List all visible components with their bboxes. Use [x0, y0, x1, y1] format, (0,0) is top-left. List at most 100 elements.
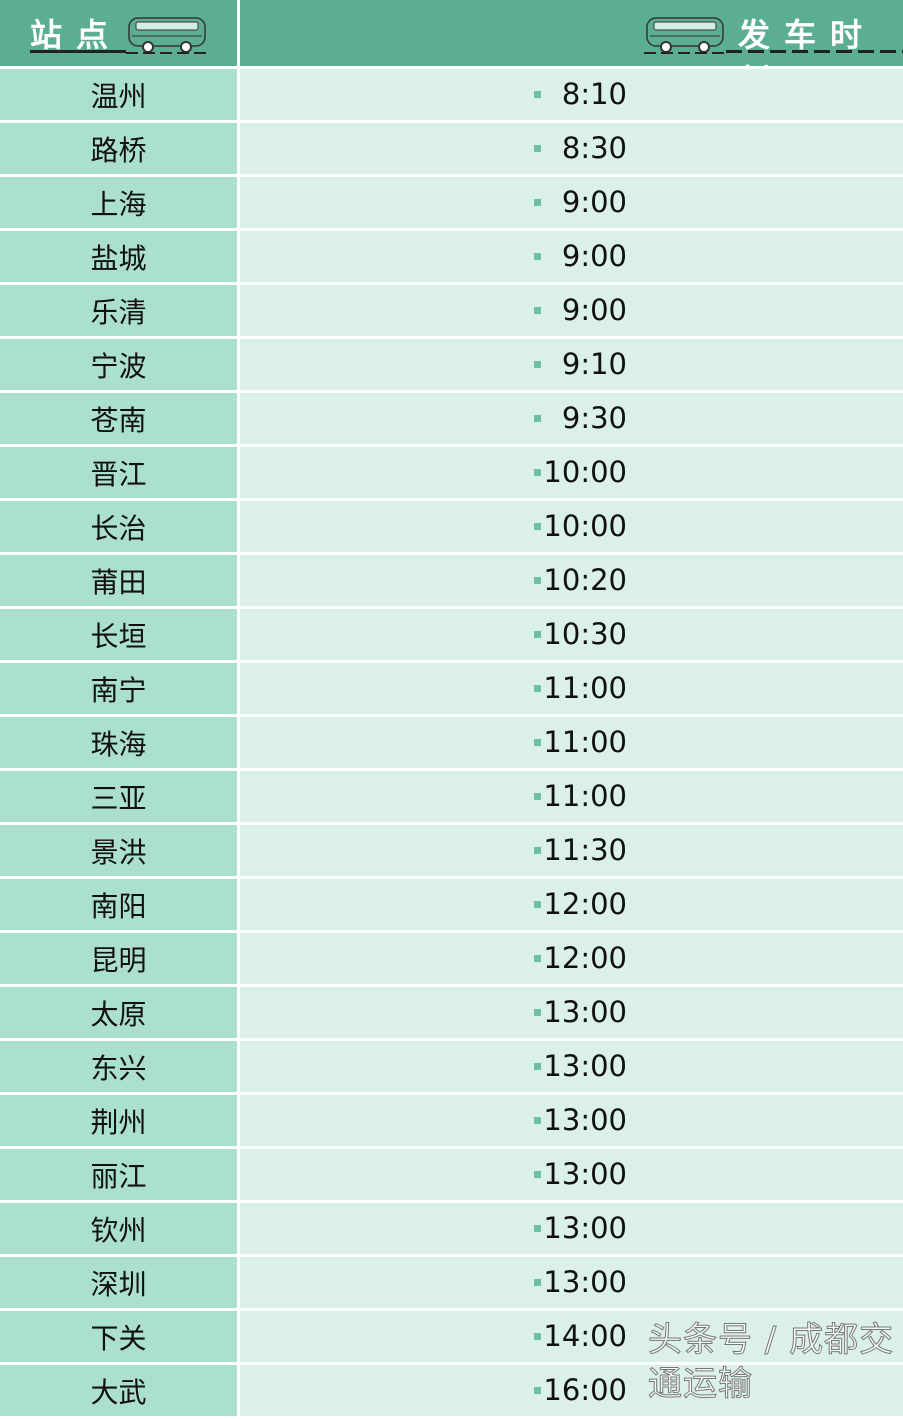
time-cell: 13:00	[240, 1257, 903, 1308]
departure-time: 11:00	[543, 725, 627, 759]
underline-decoration	[726, 50, 903, 53]
station-heading: 站点	[30, 16, 123, 54]
time-cell: 11:00	[240, 771, 903, 822]
station-cell: 路桥	[0, 123, 237, 174]
bullet-icon	[534, 1171, 541, 1178]
table-row: 长垣 10:30	[0, 609, 903, 660]
time-cell: 13:00	[240, 1041, 903, 1092]
station-cell: 深圳	[0, 1257, 237, 1308]
table-row: 宁波 9:10	[0, 339, 903, 390]
bullet-icon	[534, 1279, 541, 1286]
departure-time: 9:00	[561, 239, 627, 273]
departure-time: 13:00	[543, 1049, 627, 1083]
departure-time: 13:00	[543, 1157, 627, 1191]
bullet-icon	[534, 469, 541, 476]
bullet-icon	[534, 415, 541, 422]
bullet-icon	[534, 1225, 541, 1232]
bullet-icon	[534, 685, 541, 692]
departure-time: 9:30	[561, 401, 627, 435]
table-row: 珠海 11:00	[0, 717, 903, 768]
station-cell: 宁波	[0, 339, 237, 390]
bullet-icon	[534, 1063, 541, 1070]
time-cell: 8:30	[240, 123, 903, 174]
time-cell: 9:10	[240, 339, 903, 390]
time-cell: 11:00	[240, 663, 903, 714]
table-row: 上海 9:00	[0, 177, 903, 228]
bullet-icon	[534, 1117, 541, 1124]
time-cell: 10:00	[240, 501, 903, 552]
station-cell: 南阳	[0, 879, 237, 930]
station-cell: 南宁	[0, 663, 237, 714]
time-cell: 16:00	[240, 1365, 903, 1416]
table-row: 三亚 11:00	[0, 771, 903, 822]
table-row: 荆州 13:00	[0, 1095, 903, 1146]
time-cell: 13:00	[240, 1095, 903, 1146]
station-cell: 下关	[0, 1311, 237, 1362]
bullet-icon	[534, 253, 541, 260]
table-row: 南阳 12:00	[0, 879, 903, 930]
departure-time: 9:00	[561, 293, 627, 327]
bullet-icon	[534, 901, 541, 908]
table-row: 盐城 9:00	[0, 231, 903, 282]
time-cell: 10:00	[240, 447, 903, 498]
departure-time: 12:00	[543, 887, 627, 921]
departure-time: 9:00	[561, 185, 627, 219]
schedule-table: 温州 8:10 路桥 8:30 上海 9:00 盐城 9:00 乐清 9:00 宁波 9:10 苍南 9:…	[0, 69, 903, 1419]
departure-time: 14:00	[543, 1319, 627, 1353]
bullet-icon	[534, 1333, 541, 1340]
time-cell: 9:00	[240, 285, 903, 336]
table-row: 昆明 12:00	[0, 933, 903, 984]
time-cell: 12:00	[240, 933, 903, 984]
station-cell: 丽江	[0, 1149, 237, 1200]
departure-time: 8:30	[561, 131, 627, 165]
time-cell: 9:30	[240, 393, 903, 444]
bullet-icon	[534, 91, 541, 98]
table-row: 乐清 9:00	[0, 285, 903, 336]
station-cell: 珠海	[0, 717, 237, 768]
station-cell: 大武	[0, 1365, 237, 1416]
bullet-icon	[534, 1387, 541, 1394]
bullet-icon	[534, 145, 541, 152]
station-cell: 东兴	[0, 1041, 237, 1092]
departure-time: 10:00	[543, 509, 627, 543]
departure-time: 13:00	[543, 1265, 627, 1299]
departure-time: 16:00	[543, 1373, 627, 1407]
departure-time: 12:00	[543, 941, 627, 975]
bullet-icon	[534, 199, 541, 206]
bullet-icon	[534, 307, 541, 314]
time-cell: 10:20	[240, 555, 903, 606]
time-cell: 9:00	[240, 231, 903, 282]
station-cell: 长治	[0, 501, 237, 552]
time-cell: 11:30	[240, 825, 903, 876]
bullet-icon	[534, 793, 541, 800]
time-cell: 12:00	[240, 879, 903, 930]
bullet-icon	[534, 847, 541, 854]
station-cell: 太原	[0, 987, 237, 1038]
underline-decoration	[30, 50, 126, 53]
station-cell: 长垣	[0, 609, 237, 660]
table-row: 晋江 10:00	[0, 447, 903, 498]
table-row: 钦州 13:00	[0, 1203, 903, 1254]
header-departure: 发车时刻	[240, 0, 903, 100]
time-cell: 9:00	[240, 177, 903, 228]
departure-time: 10:30	[543, 617, 627, 651]
departure-time: 13:00	[543, 1103, 627, 1137]
station-cell: 景洪	[0, 825, 237, 876]
table-header: 站点 发车时刻	[0, 0, 903, 100]
station-cell: 昆明	[0, 933, 237, 984]
table-row: 温州 8:10	[0, 69, 903, 120]
time-cell: 13:00	[240, 1203, 903, 1254]
departure-time: 9:10	[561, 347, 627, 381]
bus-icon	[126, 17, 208, 54]
station-cell: 荆州	[0, 1095, 237, 1146]
bullet-icon	[534, 523, 541, 530]
table-row: 景洪 11:30	[0, 825, 903, 876]
table-row: 下关 14:00	[0, 1311, 903, 1362]
table-row: 深圳 13:00	[0, 1257, 903, 1308]
table-row: 南宁 11:00	[0, 663, 903, 714]
table-row: 苍南 9:30	[0, 393, 903, 444]
table-row: 长治 10:00	[0, 501, 903, 552]
departure-time: 8:10	[561, 77, 627, 111]
bullet-icon	[534, 739, 541, 746]
station-cell: 三亚	[0, 771, 237, 822]
